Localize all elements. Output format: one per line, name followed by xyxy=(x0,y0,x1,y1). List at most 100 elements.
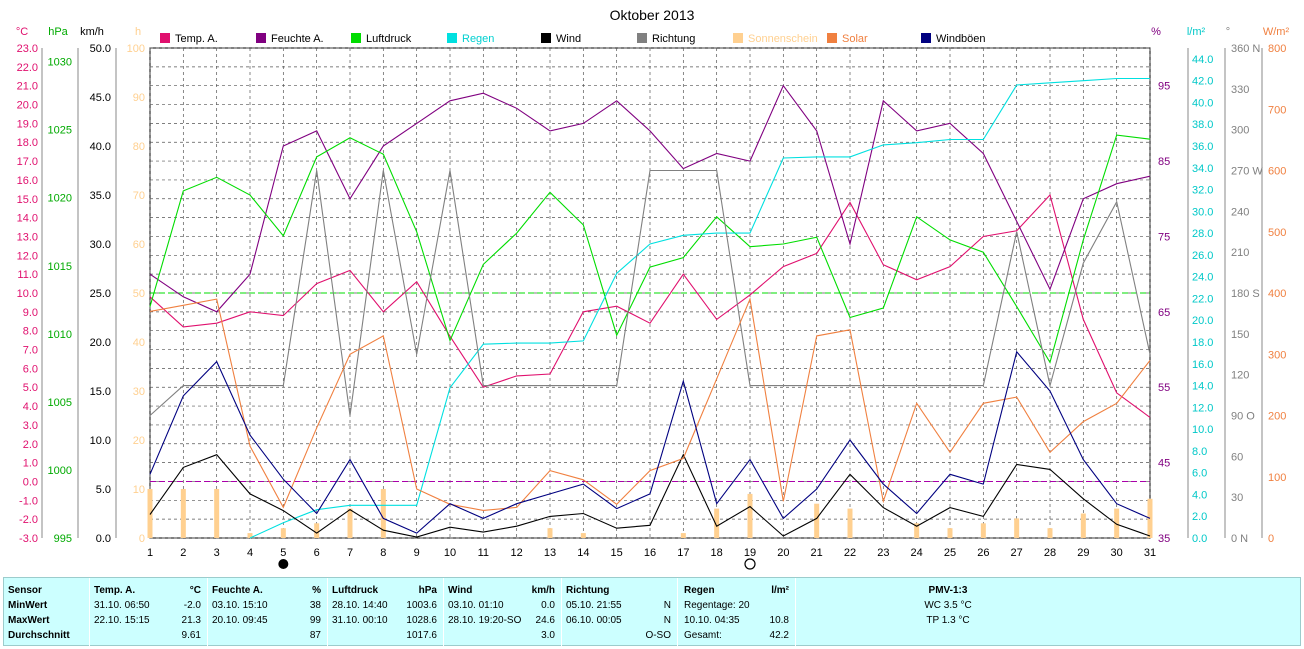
direction-tick-label: 90 O xyxy=(1231,411,1255,423)
rain-tick-label: 26.0 xyxy=(1192,250,1213,262)
rain-days: Regentage: 20 xyxy=(684,600,750,611)
temp-tick-label: 15.0 xyxy=(17,194,38,206)
pressure-tick-label: 995 xyxy=(54,533,72,545)
solar-tick-label: 200 xyxy=(1268,411,1286,423)
x-tick-label: 13 xyxy=(544,547,556,559)
direction-tick-label: 180 S xyxy=(1231,288,1260,300)
temp-tick-label: 8.0 xyxy=(23,326,38,338)
pressure-min-time: 28.10. 14:40 xyxy=(332,600,388,611)
pressure-max-value: 1028.6 xyxy=(406,615,437,626)
humidity-avg-value: 87 xyxy=(309,630,321,641)
sun-tick-label: 70 xyxy=(133,190,145,202)
temp-avg-value: 9.61 xyxy=(181,630,201,641)
rain-tick-label: 32.0 xyxy=(1192,185,1213,197)
stats-table: Sensor MinWert MaxWert Durchschnitt Temp… xyxy=(3,577,1301,647)
series-line-temp-a- xyxy=(149,193,1151,418)
pressure-tick-label: 1010 xyxy=(48,329,72,341)
rain-tick-label: 0.0 xyxy=(1192,533,1207,545)
sun-tick-label: 0 xyxy=(139,533,145,545)
temp-tick-label: 19.0 xyxy=(17,118,38,130)
direction-max-value: N xyxy=(663,615,671,626)
sunshine-bar xyxy=(947,528,953,538)
rain-tick-label: 30.0 xyxy=(1192,206,1213,218)
row-label-min: MinWert xyxy=(8,600,48,611)
direction-tick-label: 270 W xyxy=(1231,166,1263,178)
rain-tick-label: 28.0 xyxy=(1192,228,1213,240)
sun-tick-label: 20 xyxy=(133,435,145,447)
temp-min-time: 31.10. 06:50 xyxy=(94,600,150,611)
temp-tick-label: 23.0 xyxy=(17,43,38,55)
x-tick-label: 27 xyxy=(1011,547,1023,559)
sunshine-bar xyxy=(680,533,686,538)
sun-axis-label: h xyxy=(135,26,141,38)
wind-tick-label: 10.0 xyxy=(90,435,111,447)
temp-tick-label: 11.0 xyxy=(17,269,38,281)
rain-tick-label: 6.0 xyxy=(1192,468,1207,480)
temp-tick-label: -2.0 xyxy=(19,514,38,526)
direction-max-time: 06.10. 00:05 xyxy=(566,615,622,626)
x-tick-label: 8 xyxy=(380,547,386,559)
wind-max-value: 24.6 xyxy=(535,615,555,626)
sun-tick-label: 30 xyxy=(133,386,145,398)
wind-tick-label: 25.0 xyxy=(90,288,111,300)
direction-tick-label: 330 xyxy=(1231,84,1249,96)
temp-tick-label: 6.0 xyxy=(23,363,38,375)
x-tick-label: 4 xyxy=(247,547,253,559)
pressure-header: Luftdruck xyxy=(332,585,379,596)
plot-grid xyxy=(149,47,1151,539)
x-tick-label: 12 xyxy=(511,547,523,559)
x-tick-label: 2 xyxy=(180,547,186,559)
rain-tick-label: 10.0 xyxy=(1192,424,1213,436)
wind-max-time: 28.10. 19:20-SO xyxy=(448,615,522,626)
solar-tick-label: 800 xyxy=(1268,43,1286,55)
temp-tick-label: 17.0 xyxy=(17,156,38,168)
wind-unit: km/h xyxy=(531,585,555,596)
temp-tick-label: 22.0 xyxy=(17,62,38,74)
solar-tick-label: 500 xyxy=(1268,227,1286,239)
legend-label: Luftdruck xyxy=(366,33,412,45)
x-tick-label: 21 xyxy=(811,547,823,559)
solar-tick-label: 400 xyxy=(1268,288,1286,300)
series-line-windb-en xyxy=(149,350,1151,534)
sunshine-bar xyxy=(280,528,286,538)
direction-tick-label: 60 xyxy=(1231,451,1243,463)
sunshine-bar xyxy=(714,508,720,538)
weather-chart: Oktober 2013 Temp. A. Feuchte A. Luftdruck… xyxy=(16,7,1289,570)
legend-swatch xyxy=(541,33,551,43)
sun-tick-label: 50 xyxy=(133,288,145,300)
sunshine-bar xyxy=(847,508,853,538)
row-label-max: MaxWert xyxy=(8,615,50,626)
row-label-avg: Durchschnitt xyxy=(8,630,70,641)
solar-tick-label: 600 xyxy=(1268,166,1286,178)
x-tick-label: 29 xyxy=(1077,547,1089,559)
temp-tick-label: 10.0 xyxy=(17,288,38,300)
temp-tick-label: 21.0 xyxy=(17,81,38,93)
rain-tick-label: 2.0 xyxy=(1192,511,1207,523)
pressure-tick-label: 1015 xyxy=(48,261,72,273)
direction-tick-label: 240 xyxy=(1231,206,1249,218)
rain-tick-label: 40.0 xyxy=(1192,97,1213,109)
rain-tick-label: 38.0 xyxy=(1192,119,1213,131)
x-tick-label: 5 xyxy=(280,547,286,559)
temp-tick-label: -3.0 xyxy=(19,533,38,545)
pressure-tick-label: 1005 xyxy=(48,397,72,409)
x-tick-label: 17 xyxy=(677,547,689,559)
moon-markers xyxy=(278,558,756,570)
sunshine-bar xyxy=(814,503,820,538)
temp-tick-label: 18.0 xyxy=(17,137,38,149)
humidity-unit: % xyxy=(312,585,321,596)
series-line-regen xyxy=(249,77,1150,539)
direction-tick-label: 30 xyxy=(1231,492,1243,504)
sunshine-bar xyxy=(147,489,153,538)
direction-tick-label: 0 N xyxy=(1231,533,1248,545)
new-moon-icon xyxy=(278,559,289,569)
temp-min-value: -2.0 xyxy=(183,600,201,611)
rain-total-label: Gesamt: xyxy=(684,630,722,641)
sun-tick-label: 60 xyxy=(133,239,145,251)
sunshine-bar xyxy=(547,528,553,538)
direction-min-time: 05.10. 21:55 xyxy=(566,600,622,611)
rain-tick-label: 36.0 xyxy=(1192,141,1213,153)
direction-tick-label: 120 xyxy=(1231,370,1249,382)
wind-tick-label: 50.0 xyxy=(90,43,111,55)
chart-legend: Temp. A. Feuchte A. Luftdruck Regen Wind Rich… xyxy=(160,33,986,45)
